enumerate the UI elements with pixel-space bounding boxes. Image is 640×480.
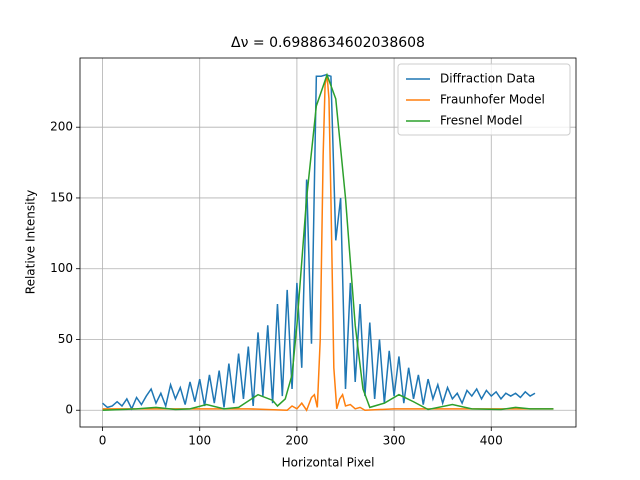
y-tick-label: 0 bbox=[65, 403, 73, 417]
x-axis-label: Horizontal Pixel bbox=[282, 456, 375, 470]
y-tick-label: 100 bbox=[50, 261, 73, 275]
series-line bbox=[102, 72, 554, 411]
y-tick-label: 150 bbox=[50, 190, 73, 204]
legend: Diffraction Data Fraunhofer Model Fresnel … bbox=[397, 63, 571, 136]
legend-label: Diffraction Data bbox=[440, 72, 535, 86]
x-tick-label: 300 bbox=[383, 434, 406, 448]
y-tick-label: 200 bbox=[50, 120, 73, 134]
plot-frame bbox=[79, 57, 577, 428]
legend-box bbox=[397, 63, 571, 136]
series-line bbox=[102, 74, 536, 411]
y-axis-label: Relative Intensity bbox=[24, 190, 38, 294]
x-tick-label: 400 bbox=[480, 434, 503, 448]
x-tick-label: 200 bbox=[285, 434, 308, 448]
x-tick-label: 0 bbox=[99, 434, 107, 448]
chart-title: Δν = 0.6988634602038608 bbox=[231, 35, 425, 51]
legend-label: Fraunhofer Model bbox=[440, 93, 545, 107]
legend-label: Fresnel Model bbox=[440, 114, 523, 128]
x-tick-label: 100 bbox=[188, 434, 211, 448]
y-tick-label: 50 bbox=[58, 332, 73, 346]
